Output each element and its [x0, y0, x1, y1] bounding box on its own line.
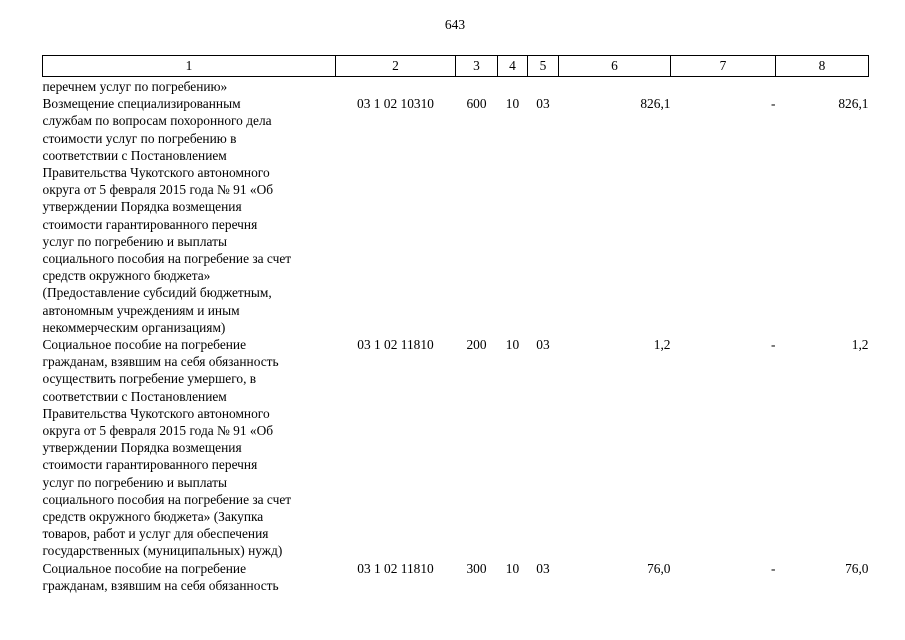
cell-expense-type-code: 200 — [466, 337, 487, 353]
cell-amount-col6: 1,2 — [653, 337, 671, 353]
column-header-4: 4 — [497, 55, 528, 77]
cell-amount-col8: 1,2 — [851, 337, 869, 353]
cell-amount-col7: - — [771, 337, 776, 353]
cell-classification-code — [336, 77, 456, 96]
cell-amount-col6: 76,0 — [647, 560, 671, 576]
cell-amount-col8: 826,1 — [838, 96, 869, 112]
cell-subsection-code — [528, 77, 559, 96]
cell-amount-col6 — [559, 77, 671, 96]
cell-amount-col7: - — [771, 96, 776, 112]
column-header-3: 3 — [455, 55, 498, 77]
cell-name: Социальное пособие на погребение граждан… — [42, 560, 279, 593]
cell-amount-col7: - — [771, 560, 776, 576]
column-header-8: 8 — [775, 55, 869, 77]
cell-section-code: 10 — [505, 560, 520, 576]
cell-amount-col7 — [671, 77, 776, 96]
table-row: Возмещение специализированным службам по… — [43, 95, 869, 336]
table-row: перечнем услуг по погребению» — [43, 77, 869, 96]
column-header-5: 5 — [527, 55, 559, 77]
cell-name: Социальное пособие на погребение граждан… — [42, 337, 292, 559]
cell-section-code: 10 — [505, 96, 520, 112]
cell-amount-col8: 76,0 — [845, 560, 869, 576]
column-header-2: 2 — [335, 55, 456, 77]
cell-subsection-code: 03 — [536, 337, 550, 353]
cell-name: Возмещение специализированным службам по… — [42, 96, 292, 335]
column-header-7: 7 — [670, 55, 776, 77]
column-header-6: 6 — [558, 55, 671, 77]
cell-expense-type-code: 300 — [466, 560, 487, 576]
cell-expense-type-code — [456, 77, 498, 96]
cell-amount-col6: 826,1 — [640, 96, 671, 112]
cell-section-code: 10 — [505, 337, 520, 353]
table-row: Социальное пособие на погребение граждан… — [43, 336, 869, 560]
cell-subsection-code: 03 — [536, 96, 550, 112]
column-header-1: 1 — [42, 55, 336, 77]
cell-amount-col8 — [776, 77, 869, 96]
cell-name: перечнем услуг по погребению» — [42, 79, 228, 94]
table-body: перечнем услуг по погребению» Возмещение … — [43, 77, 869, 595]
cell-expense-type-code: 600 — [466, 96, 487, 112]
cell-classification-code: 03 1 02 11810 — [357, 560, 434, 576]
cell-section-code — [498, 77, 528, 96]
cell-classification-code: 03 1 02 10310 — [357, 96, 434, 112]
table-row: Социальное пособие на погребение граждан… — [43, 560, 869, 594]
cell-classification-code: 03 1 02 11810 — [357, 337, 434, 353]
cell-subsection-code: 03 — [536, 560, 550, 576]
page-number: 643 — [444, 17, 466, 32]
budget-table: 1 2 3 4 5 6 7 8 перечнем услуг по погреб… — [42, 55, 869, 594]
table-header-row: 1 2 3 4 5 6 7 8 — [42, 55, 869, 77]
